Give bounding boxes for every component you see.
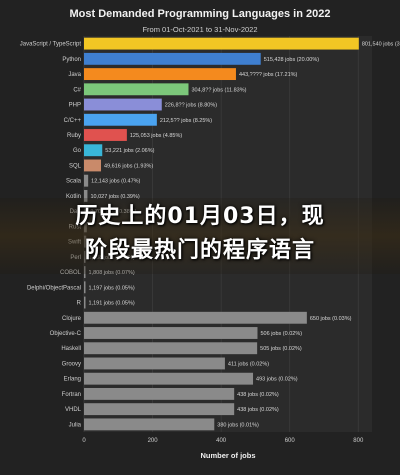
bar: [84, 83, 189, 96]
data-label: 380 jobs (0.01%): [217, 422, 259, 428]
y-tick-label: Kotlin: [66, 194, 81, 200]
bar: [84, 37, 359, 50]
x-tick-label: 600: [285, 438, 296, 444]
y-tick-label: Groovy: [62, 361, 81, 367]
bar: [84, 281, 86, 294]
data-label: 10,027 jobs (0.39%): [90, 194, 139, 200]
x-axis-title: Number of jobs: [200, 451, 255, 460]
data-label: 506 jobs (0.02%): [260, 331, 302, 337]
bar: [84, 296, 86, 309]
data-label: 212,5?? jobs (8.25%): [160, 118, 212, 124]
data-label: 515,428 jobs (20.00%): [264, 57, 320, 63]
data-label: 125,053 jobs (4.85%): [130, 133, 182, 139]
y-tick-label: Delphi/ObjectPascal: [27, 285, 81, 291]
data-label: 49,616 jobs (1.93%): [104, 163, 153, 169]
data-label: 304,8?? jobs (11.83%): [192, 87, 247, 93]
y-tick-label: Fortran: [62, 392, 81, 398]
bar: [84, 418, 215, 431]
x-tick-label: 0: [82, 438, 86, 444]
bar: [84, 159, 102, 172]
bar: [84, 144, 103, 157]
data-label: 438 jobs (0.02%): [237, 392, 279, 398]
y-tick-label: VHDL: [65, 407, 82, 413]
y-tick-label: Java: [68, 72, 81, 78]
data-label: 493 jobs (0.02%): [256, 377, 298, 383]
y-tick-label: Clojure: [62, 316, 82, 322]
data-label: 411 jobs (0.02%): [228, 361, 269, 367]
bar: [84, 189, 88, 202]
data-label: 650 jobs (0.03%): [310, 316, 352, 322]
y-tick-label: Julia: [69, 422, 82, 428]
chart-title: Most Demanded Programming Languages in 2…: [69, 8, 331, 20]
overlay-headline: 历史上的01月03日，现 阶段最热门的程序语言: [0, 200, 400, 268]
y-tick-label: JavaScript / TypeScript: [20, 42, 82, 48]
overlay-line-2: 阶段最热门的程序语言: [84, 238, 315, 263]
x-tick-label: 400: [216, 438, 227, 444]
y-tick-label: Objective-C: [50, 331, 82, 337]
overlay-line-1: 历史上的01月03日，现: [75, 204, 325, 229]
y-tick-label: R: [77, 301, 82, 307]
bar: [84, 68, 236, 81]
bar: [84, 174, 89, 187]
bar: [84, 52, 261, 65]
data-label: 1,191 jobs (0.05%): [89, 301, 135, 307]
y-tick-label: PHP: [69, 103, 81, 109]
bar: [84, 129, 127, 141]
data-label: 443,???? jobs (17.21%): [239, 72, 298, 78]
data-label: 801,540 jobs (31.101%): [362, 42, 400, 48]
data-label: 12,143 jobs (0.47%): [91, 179, 140, 185]
bar: [84, 342, 258, 355]
overlay-banner: [0, 198, 400, 274]
bar: [84, 403, 235, 416]
y-tick-label: C#: [73, 87, 81, 93]
bar: [84, 387, 235, 400]
y-tick-label: SQL: [69, 163, 82, 169]
y-tick-label: Ruby: [67, 133, 81, 139]
bar: [84, 372, 254, 385]
bar: [84, 98, 162, 111]
y-tick-label: Python: [62, 57, 81, 63]
bar: [84, 327, 258, 339]
bar: [84, 113, 157, 126]
data-label: 505 jobs (0.02%): [260, 346, 302, 352]
y-tick-label: Haskell: [61, 346, 81, 352]
data-label: 53,221 jobs (2.06%): [105, 148, 154, 154]
x-tick-label: 800: [353, 438, 364, 444]
y-tick-label: Erlang: [64, 377, 81, 383]
data-label: 438 jobs (0.02%): [237, 407, 279, 413]
data-label: 1,197 jobs (0.05%): [89, 285, 135, 291]
y-tick-label: Scala: [66, 179, 82, 185]
bar: [84, 357, 225, 370]
y-tick-label: Go: [73, 148, 82, 154]
y-tick-label: C/C++: [64, 118, 82, 124]
chart-subtitle: From 01-Oct-2021 to 31-Nov-2022: [142, 25, 258, 34]
data-label: 226,8?? jobs (8.80%): [165, 103, 217, 109]
x-tick-label: 200: [148, 438, 159, 444]
bar: [84, 311, 307, 324]
